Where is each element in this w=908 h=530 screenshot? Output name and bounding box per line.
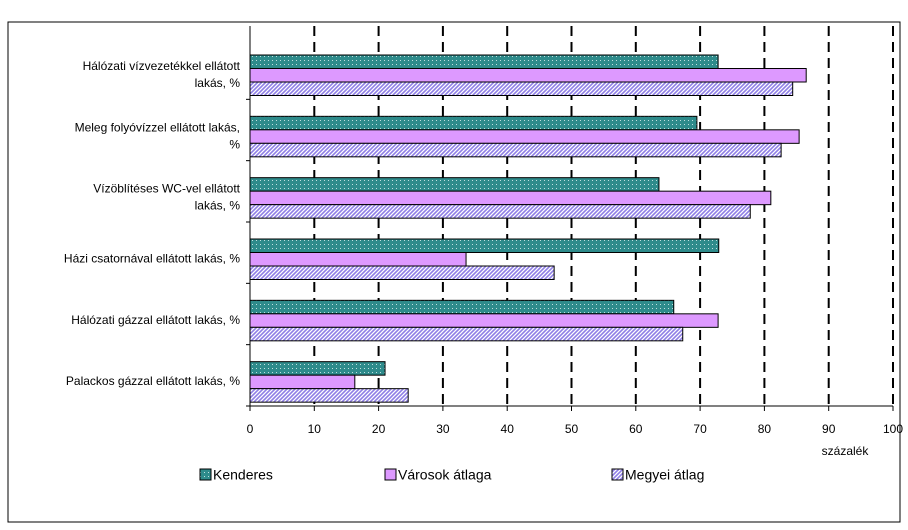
x-tick-label: 50 (565, 422, 579, 436)
bar (249, 204, 751, 219)
y-tick-label: % (229, 137, 240, 151)
bar (249, 190, 772, 206)
y-tick-label: Meleg folyóvízzel ellátott lakás, (75, 120, 240, 134)
bar (249, 54, 719, 69)
y-tick-label: Palackos gázzal ellátott lakás, % (66, 374, 240, 388)
y-tick-label: Vízöblítéses WC-vel ellátott (93, 182, 240, 196)
x-tick-label: 10 (308, 422, 322, 436)
bar (249, 326, 684, 342)
legend-label: Városok átlaga (398, 467, 492, 483)
legend-swatch (384, 468, 397, 481)
x-tick-label: 80 (758, 422, 772, 436)
x-axis-label: százalék (822, 444, 870, 458)
bar (249, 177, 660, 192)
y-tick-label: Hálózati gázzal ellátott lakás, % (71, 313, 240, 327)
legend-label: Megyei átlag (625, 467, 704, 483)
bar (249, 142, 782, 158)
bar (249, 81, 794, 96)
bar (249, 361, 386, 376)
chart-frame (7, 21, 901, 523)
legend-label: Kenderes (213, 467, 273, 483)
x-tick-label: 20 (372, 422, 386, 436)
legend-swatch (199, 468, 212, 481)
bar (249, 265, 555, 280)
x-tick-label: 0 (247, 422, 254, 436)
bar (249, 374, 356, 390)
y-tick-label: lakás, % (195, 76, 241, 90)
bar (249, 238, 720, 253)
bar (249, 129, 800, 144)
y-tick-label: Hálózati vízvezetékkel ellátott (83, 59, 241, 73)
x-tick-label: 90 (822, 422, 836, 436)
x-tick-label: 100 (883, 422, 903, 436)
bar (249, 68, 807, 83)
x-tick-label: 70 (693, 422, 707, 436)
bar (249, 252, 467, 267)
bar (249, 388, 409, 403)
bar (249, 313, 719, 328)
x-tick-label: 60 (629, 422, 643, 436)
x-tick-label: 40 (501, 422, 515, 436)
y-tick-label: Házi csatornával ellátott lakás, % (64, 251, 240, 265)
legend-swatch (611, 468, 624, 481)
x-tick-label: 30 (436, 422, 450, 436)
y-tick-label: lakás, % (195, 199, 241, 213)
bar (249, 299, 675, 315)
bar (249, 115, 698, 131)
